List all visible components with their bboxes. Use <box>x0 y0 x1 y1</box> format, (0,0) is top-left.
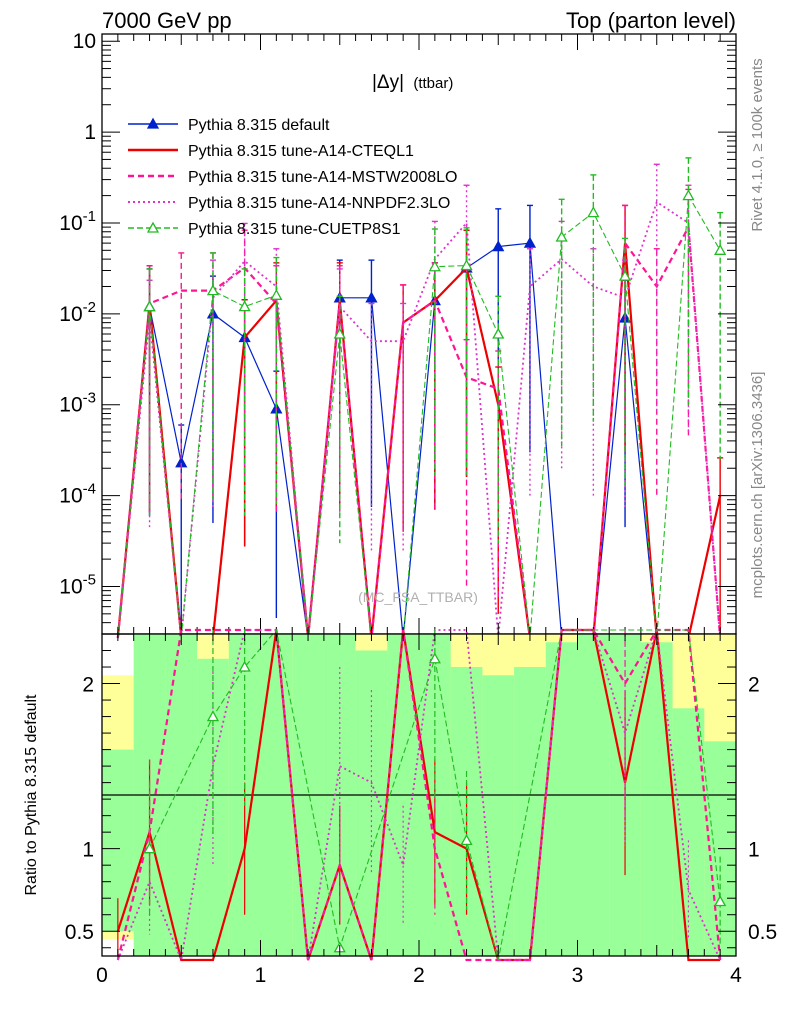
legend-label: Pythia 8.315 tune-A14-NNPDF2.3LO <box>188 195 450 212</box>
ratio-tick-label: 1 <box>748 839 760 862</box>
data-marker <box>587 206 600 218</box>
ratio-plot: 2 2 1 1 0.5 0.5 0 1 2 3 4 <box>65 628 777 987</box>
y-tick-label: 10-4 <box>59 481 96 508</box>
ratio-tick-label: 0.5 <box>65 921 94 944</box>
series-5 <box>117 157 727 639</box>
ratio-line <box>116 628 722 962</box>
legend-item: Pythia 8.315 tune-A14-NNPDF2.3LO <box>128 195 450 212</box>
y-tick-label: 10-3 <box>59 390 96 417</box>
data-marker <box>365 291 378 303</box>
data-marker <box>555 230 568 242</box>
data-marker <box>428 260 441 272</box>
legend-label: Pythia 8.315 tune-A14-MSTW2008LO <box>188 169 457 186</box>
x-tick-label: 4 <box>730 964 742 987</box>
data-marker <box>238 300 251 312</box>
ratio-band-green <box>514 667 547 956</box>
data-marker <box>206 284 220 296</box>
ratio-tick-label: 2 <box>748 674 760 697</box>
data-marker <box>270 288 283 300</box>
y-tick-label: 10-2 <box>59 299 96 326</box>
header-right: Top (parton level) <box>566 8 736 33</box>
x-tick-label: 3 <box>572 964 584 987</box>
data-marker <box>238 660 251 672</box>
x-tick-label: 0 <box>96 964 108 987</box>
data-marker <box>682 189 695 201</box>
legend-label: Pythia 8.315 tune-A14-CTEQL1 <box>188 143 414 160</box>
header-left: 7000 GeV pp <box>102 8 232 33</box>
data-marker <box>618 269 632 281</box>
series-line <box>116 200 722 639</box>
legend-label: Pythia 8.315 default <box>188 117 330 134</box>
data-marker <box>333 327 346 339</box>
legend-item: Pythia 8.315 tune-CUETP8S1 <box>128 221 401 238</box>
mcplots-label: mcplots.cern.ch [arXiv:1306.3436] <box>749 372 766 599</box>
series-line <box>117 193 721 639</box>
y-tick-label: 10-1 <box>59 208 96 235</box>
ratio-band-green <box>640 642 674 956</box>
main-plot: 10 1 10-1 10-2 10-3 10-4 10-5 <box>59 30 737 705</box>
data-marker <box>146 117 160 129</box>
ratio-band-green <box>545 642 578 956</box>
ratio-band-green <box>672 708 705 956</box>
legend-label: Pythia 8.315 tune-CUETP8S1 <box>188 221 401 238</box>
data-marker <box>143 300 156 312</box>
x-axis: 0 1 2 3 4 <box>96 634 742 987</box>
data-marker <box>143 842 156 854</box>
legend: Pythia 8.315 default Pythia 8.315 tune-A1… <box>128 117 457 238</box>
ratio-tick-label: 0.5 <box>748 921 777 944</box>
x-tick-label: 1 <box>255 964 267 987</box>
y-tick-label: 1 <box>84 121 96 144</box>
plot-title: |Δy| (ttbar) <box>372 72 453 93</box>
analysis-watermark: (MC_FSA_TTBAR) <box>358 589 478 605</box>
ratio-y-axis: 2 2 1 1 0.5 0.5 <box>65 650 777 949</box>
plot-title-main: |Δy| <box>372 72 404 93</box>
data-marker <box>714 243 727 255</box>
x-tick-label: 2 <box>413 964 425 987</box>
plot-title-sub: (ttbar) <box>413 75 453 92</box>
legend-item: Pythia 8.315 tune-A14-CTEQL1 <box>128 143 414 160</box>
data-marker <box>492 240 505 252</box>
data-marker <box>714 895 727 907</box>
main-y-axis: 10 1 10-1 10-2 10-3 10-4 10-5 <box>59 30 736 635</box>
y-tick-label: 10-5 <box>59 571 96 598</box>
data-marker <box>492 327 505 339</box>
ratio-series-5 <box>143 628 727 961</box>
ratio-y-label: Ratio to Pythia 8.315 default <box>23 694 40 896</box>
rivet-version-label: Rivet 4.1.0, ≥ 100k events <box>749 58 766 231</box>
data-marker <box>146 221 160 233</box>
data-marker <box>460 259 473 271</box>
data-marker <box>428 652 441 664</box>
legend-item: Pythia 8.315 default <box>128 117 330 134</box>
ratio-line <box>116 628 721 962</box>
data-marker <box>206 710 220 722</box>
main-series-layer <box>116 157 727 705</box>
series-line <box>116 223 722 640</box>
y-tick-label: 10 <box>73 30 96 53</box>
ratio-band-green <box>482 675 515 956</box>
ratio-tick-label: 1 <box>82 839 94 862</box>
data-marker <box>460 834 473 846</box>
data-marker <box>523 236 537 248</box>
ratio-tick-label: 2 <box>82 674 94 697</box>
legend-item: Pythia 8.315 tune-A14-MSTW2008LO <box>128 169 457 186</box>
ratio-series-layer <box>116 628 727 964</box>
